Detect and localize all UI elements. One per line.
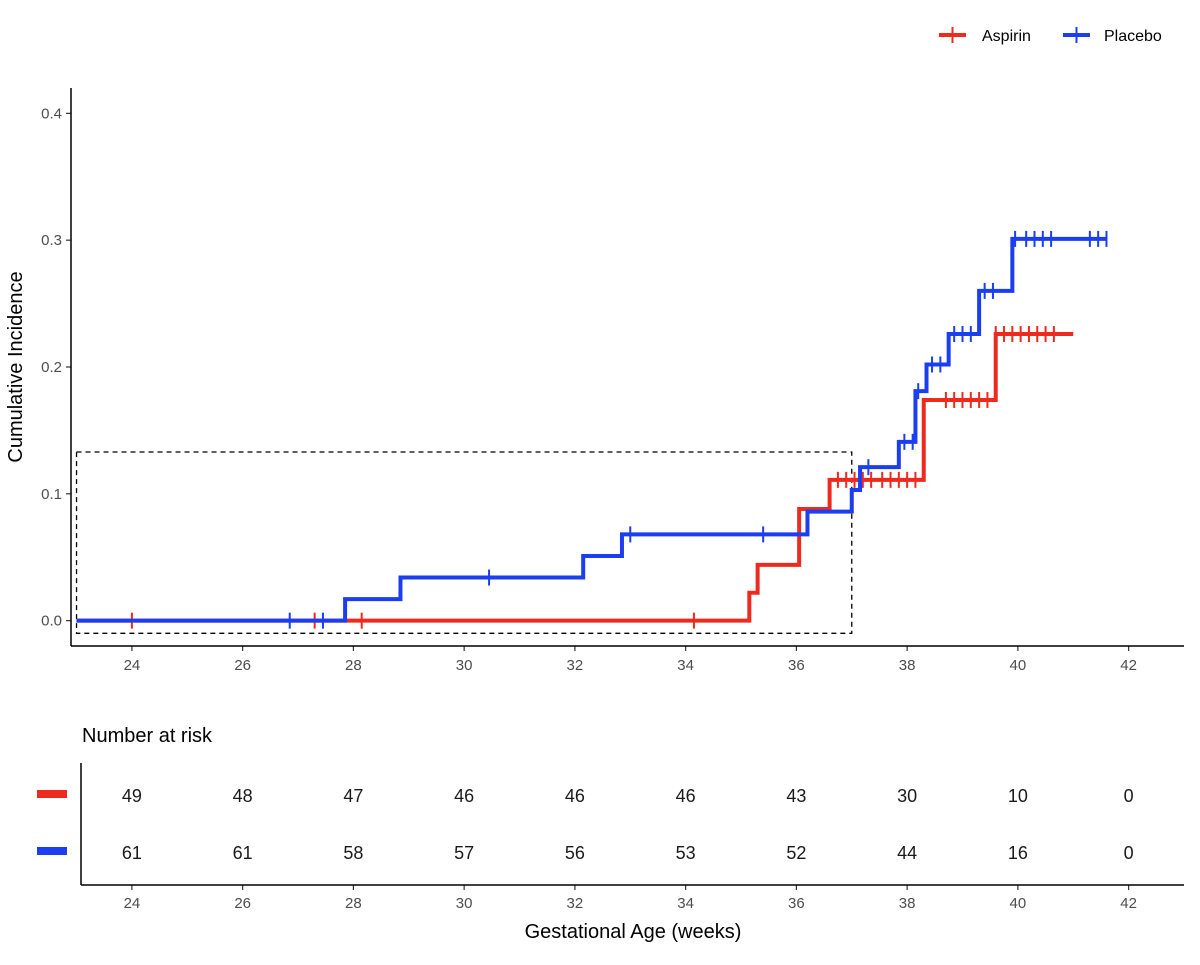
risk-value-aspirin: 46: [676, 786, 696, 806]
x-tick-label: 30: [456, 657, 473, 674]
y-axis-title: Cumulative Incidence: [5, 271, 27, 462]
risk-value-placebo: 61: [233, 843, 253, 863]
risk-value-aspirin: 48: [233, 786, 253, 806]
y-tick-label: 0.3: [41, 232, 62, 249]
x-tick-label: 28: [345, 657, 362, 674]
annotation-box: [75, 451, 853, 634]
y-tick-label: 0.4: [41, 105, 62, 122]
risk-value-aspirin: 46: [454, 786, 474, 806]
x-tick-label: 24: [124, 657, 141, 674]
series-lines: [76, 230, 1108, 629]
series-line-placebo: [76, 236, 1107, 623]
risk-x-tick-label: 26: [234, 895, 251, 912]
legend-label-aspirin: Aspirin: [982, 28, 1031, 45]
risk-x-tick-label: 24: [124, 895, 141, 912]
risk-value-aspirin: 47: [343, 786, 363, 806]
x-axis-ticks: 24 26 28 30 32 34 36 38 40 42: [124, 646, 1137, 674]
y-axis-ticks: 0.0 0.1 0.2 0.3 0.4: [41, 105, 71, 630]
y-tick-label: 0.0: [41, 613, 62, 630]
x-tick-label: 42: [1120, 657, 1137, 674]
legend-item-aspirin: Aspirin: [939, 27, 1031, 45]
risk-value-aspirin: 30: [897, 786, 917, 806]
risk-table-values: 49 48 47 46 46 46 43 30 10 0 61 61 58 57 56 53 52 44 16 0: [122, 786, 1134, 863]
risk-value-aspirin: 46: [565, 786, 585, 806]
x-tick-label: 32: [567, 657, 584, 674]
legend-item-placebo: Placebo: [1063, 27, 1162, 45]
risk-table: Number at risk 49 48 47 46 46 46 43 30 10 0 61 61 58…: [37, 725, 1184, 943]
risk-value-placebo: 58: [343, 843, 363, 863]
risk-value-placebo: 44: [897, 843, 917, 863]
risk-x-tick-label: 30: [456, 895, 473, 912]
plot-area: 0.0 0.1 0.2 0.3 0.4 24 26 28 30 32 34 36 38 40 42 Cum…: [5, 88, 1184, 674]
risk-x-tick-label: 40: [1010, 895, 1027, 912]
risk-value-placebo: 61: [122, 843, 142, 863]
x-tick-label: 26: [234, 657, 251, 674]
risk-value-aspirin: 10: [1008, 786, 1028, 806]
risk-x-tick-label: 32: [567, 895, 584, 912]
x-tick-label: 40: [1010, 657, 1027, 674]
risk-value-placebo: 57: [454, 843, 474, 863]
risk-value-placebo: 52: [786, 843, 806, 863]
series-line-aspirin: [76, 332, 1074, 623]
x-tick-label: 36: [788, 657, 805, 674]
legend: Aspirin Placebo: [939, 27, 1162, 45]
risk-value-placebo: 53: [676, 843, 696, 863]
risk-row-swatch-placebo: [37, 847, 67, 855]
risk-x-tick-label: 38: [899, 895, 916, 912]
risk-x-tick-label: 36: [788, 895, 805, 912]
risk-x-tick-label: 28: [345, 895, 362, 912]
risk-table-title: Number at risk: [82, 725, 213, 747]
risk-x-tick-label: 34: [677, 895, 694, 912]
risk-value-placebo: 0: [1124, 843, 1134, 863]
risk-value-aspirin: 0: [1124, 786, 1134, 806]
risk-value-aspirin: 49: [122, 786, 142, 806]
x-tick-label: 34: [677, 657, 694, 674]
y-tick-label: 0.2: [41, 359, 62, 376]
risk-x-tick-label: 42: [1120, 895, 1137, 912]
risk-value-aspirin: 43: [786, 786, 806, 806]
risk-value-placebo: 56: [565, 843, 585, 863]
x-tick-label: 38: [899, 657, 916, 674]
risk-row-swatch-aspirin: [37, 790, 67, 798]
x-axis-title: Gestational Age (weeks): [525, 921, 742, 943]
risk-table-x-ticks: 24 26 28 30 32 34 36 38 40 42: [124, 885, 1137, 912]
legend-label-placebo: Placebo: [1104, 28, 1162, 45]
y-tick-label: 0.1: [41, 486, 62, 503]
risk-value-placebo: 16: [1008, 843, 1028, 863]
